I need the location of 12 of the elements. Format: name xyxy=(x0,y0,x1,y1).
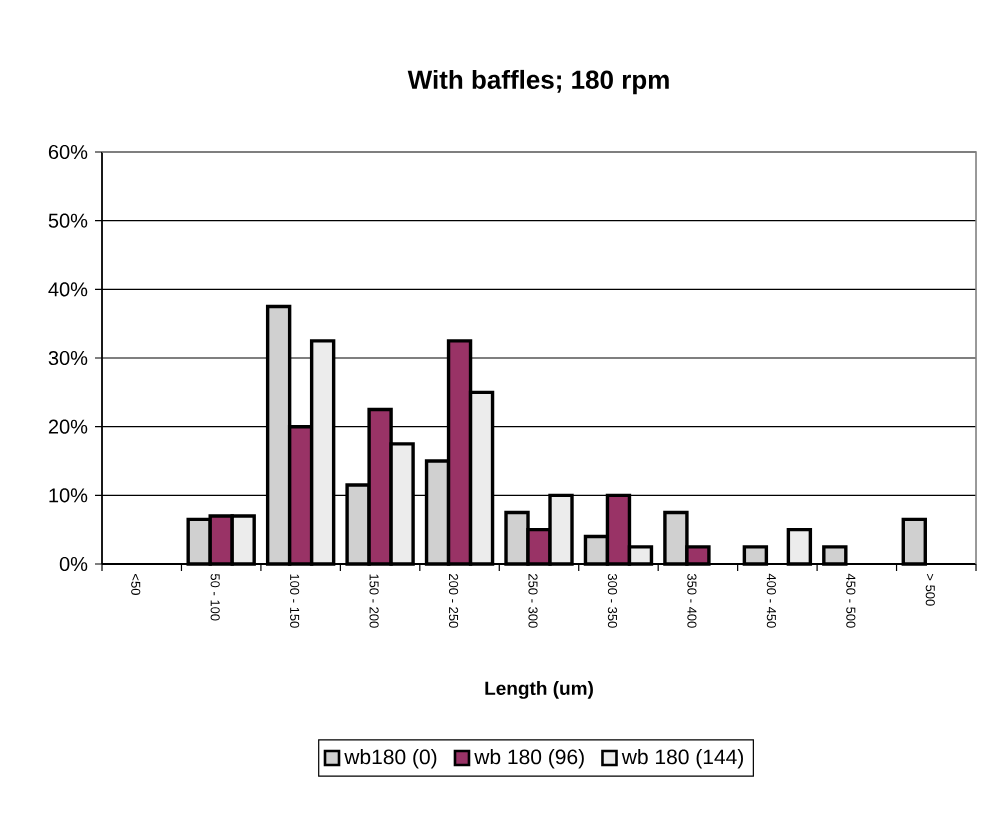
y-tick-label: 30% xyxy=(48,350,88,366)
y-tick-label: 60% xyxy=(48,144,88,160)
legend-label: wb180 (0) xyxy=(344,748,437,769)
y-tick-label: 0% xyxy=(59,556,88,572)
y-tick-label: 20% xyxy=(48,419,88,434)
y-tick-label: 40% xyxy=(48,282,88,297)
y-tick-label: 50% xyxy=(48,213,88,228)
chart-title: With baffles; 180 rpm xyxy=(407,69,669,95)
x-axis-title: Length (um) xyxy=(485,681,593,699)
y-tick-label: 10% xyxy=(49,488,88,503)
legend-label: wb 180 (144) xyxy=(621,748,743,769)
legend-label: wb 180 (96) xyxy=(474,748,584,769)
